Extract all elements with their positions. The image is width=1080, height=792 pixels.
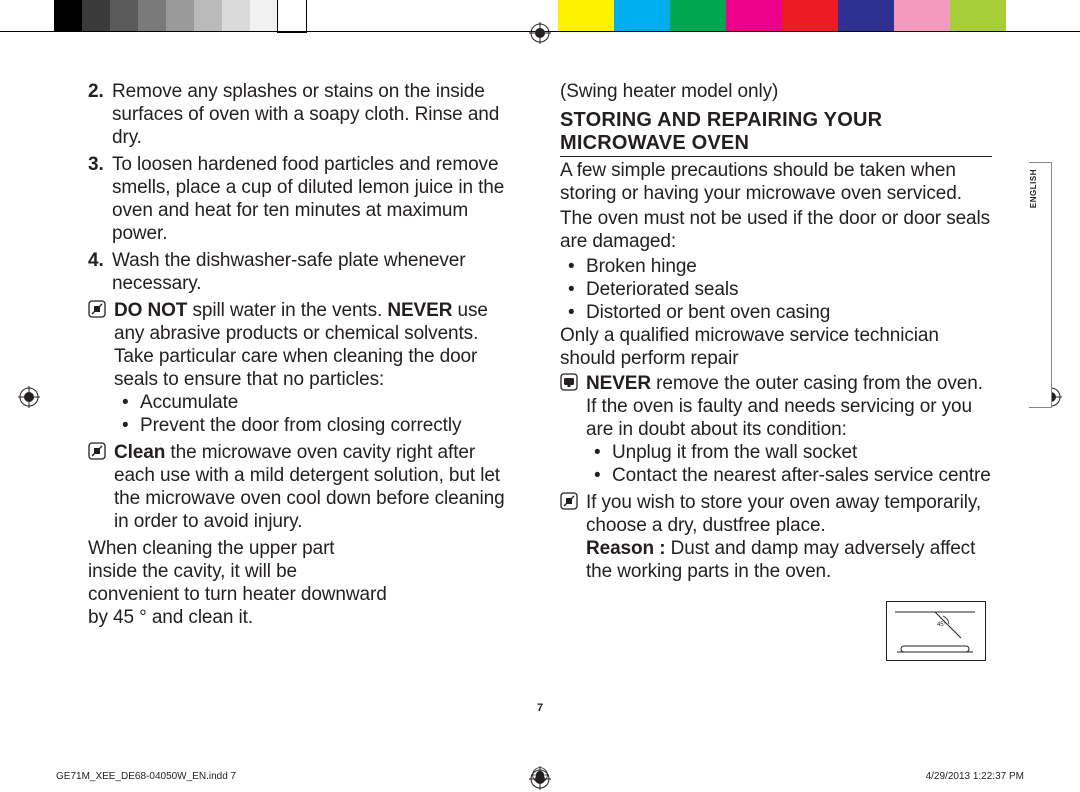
list-number: 2. <box>88 80 112 149</box>
language-tab-label: ENGLISH <box>1029 169 1051 208</box>
caution-note: DO NOT spill water in the vents. NEVER u… <box>88 299 520 437</box>
paragraph: A few simple precautions should be taken… <box>560 159 992 205</box>
list-item: 2. Remove any splashes or stains on the … <box>88 80 520 149</box>
note-text: NEVER remove the outer casing from the o… <box>586 372 992 487</box>
paragraph: Only a qualified microwave service techn… <box>560 324 992 370</box>
registration-mark-top <box>529 22 551 44</box>
bullet-item: Accumulate <box>140 391 520 414</box>
note-text: If you wish to store your oven away temp… <box>586 491 992 583</box>
page: ENGLISH 2. Remove any splashes or stains… <box>0 0 1080 792</box>
list-number: 3. <box>88 153 112 245</box>
caution-icon <box>560 491 586 583</box>
tail-paragraph: When cleaning the upper part inside the … <box>88 537 388 629</box>
bullet-item: Prevent the door from closing correctly <box>140 414 520 437</box>
bullet-list: Unplug it from the wall socket Contact t… <box>586 441 992 487</box>
list-number: 4. <box>88 249 112 295</box>
svg-text:45°: 45° <box>937 622 946 628</box>
bullet-item: Unplug it from the wall socket <box>612 441 992 464</box>
note-text: DO NOT spill water in the vents. NEVER u… <box>114 299 520 437</box>
list-text: Remove any splashes or stains on the ins… <box>112 80 520 149</box>
section-heading: STORING AND REPAIRING YOUR MICROWAVE OVE… <box>560 109 992 157</box>
swing-note: (Swing heater model only) <box>560 80 992 103</box>
list-text: To loosen hardened food particles and re… <box>112 153 520 245</box>
list-item: 4. Wash the dishwasher-safe plate whenev… <box>88 249 520 295</box>
power-icon <box>560 372 586 487</box>
bullet-item: Distorted or bent oven casing <box>586 301 992 324</box>
content-area: 2. Remove any splashes or stains on the … <box>88 80 992 708</box>
caution-icon <box>88 441 114 533</box>
bullet-item: Deteriorated seals <box>586 278 992 301</box>
language-tab: ENGLISH <box>1029 162 1052 408</box>
footer-registration-icon <box>531 766 549 787</box>
list-text: Wash the dishwasher-safe plate whenever … <box>112 249 520 295</box>
left-column: 2. Remove any splashes or stains on the … <box>88 80 540 708</box>
paragraph: The oven must not be used if the door or… <box>560 207 992 253</box>
heater-diagram: 45° <box>886 601 986 661</box>
caution-note: Clean the microwave oven cavity right af… <box>88 441 520 533</box>
warning-note: NEVER remove the outer casing from the o… <box>560 372 992 487</box>
print-footer: GE71M_XEE_DE68-04050W_EN.indd 7 4/29/201… <box>56 771 1024 782</box>
bullet-list: Accumulate Prevent the door from closing… <box>114 391 520 437</box>
footer-timestamp: 4/29/2013 1:22:37 PM <box>926 771 1024 782</box>
footer-filename: GE71M_XEE_DE68-04050W_EN.indd 7 <box>56 771 236 782</box>
page-number: 7 <box>0 702 1080 714</box>
bullet-item: Contact the nearest after-sales service … <box>612 464 992 487</box>
caution-note: If you wish to store your oven away temp… <box>560 491 992 583</box>
bullet-item: Broken hinge <box>586 255 992 278</box>
registration-mark-left <box>18 386 40 408</box>
note-text: Clean the microwave oven cavity right af… <box>114 441 520 533</box>
caution-icon <box>88 299 114 437</box>
bullet-list: Broken hinge Deteriorated seals Distorte… <box>560 255 992 324</box>
list-item: 3. To loosen hardened food particles and… <box>88 153 520 245</box>
